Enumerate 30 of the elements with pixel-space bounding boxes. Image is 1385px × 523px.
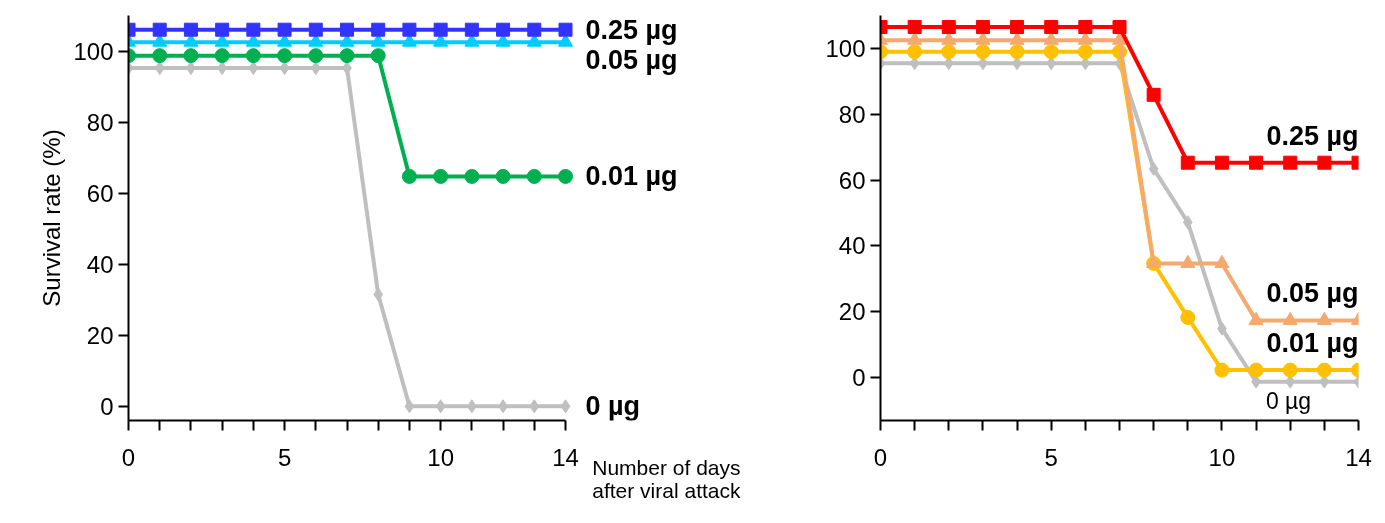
- x-tick-label: 14: [1345, 443, 1372, 471]
- y-tick-label: 40: [838, 232, 866, 260]
- y-tick-label: 80: [838, 100, 866, 128]
- y-tick-label: 60: [86, 179, 114, 207]
- series-label: 0.25 µg: [1266, 120, 1359, 151]
- x-tick-label: 14: [552, 443, 579, 471]
- series-label: 0.01 µg: [1266, 328, 1359, 359]
- y-tick-label: 40: [86, 250, 114, 278]
- series-label: 0.01 µg: [585, 161, 678, 192]
- x-tick-label: 10: [427, 443, 454, 471]
- y-tick-label: 80: [86, 108, 114, 136]
- y-tick-label: 100: [73, 37, 114, 65]
- y-tick-label: 60: [838, 166, 866, 194]
- y-tick-label: 100: [825, 34, 866, 62]
- series-label: 0 µg: [1265, 387, 1312, 414]
- y-tick-label: 20: [838, 298, 866, 326]
- y-tick-label: 20: [86, 321, 114, 349]
- y-axis-title: Survival rate (%): [38, 129, 66, 307]
- x-tick-label: 0: [121, 443, 136, 471]
- series-label: 0.25 µg: [585, 14, 678, 45]
- x-tick-label: 0: [873, 443, 888, 471]
- x-tick-label: 5: [1044, 443, 1058, 471]
- x-tick-label: 10: [1208, 443, 1236, 471]
- series-label: 0 µg: [585, 391, 641, 422]
- y-tick-label: 0: [852, 364, 866, 392]
- x-tick-label: 5: [277, 443, 292, 471]
- y-tick-label: 0: [100, 392, 114, 420]
- series-label: 0.05 µg: [1266, 278, 1359, 309]
- series-label: 0.05 µg: [585, 44, 678, 75]
- x-axis-title: Number of days after viral attack: [592, 455, 741, 502]
